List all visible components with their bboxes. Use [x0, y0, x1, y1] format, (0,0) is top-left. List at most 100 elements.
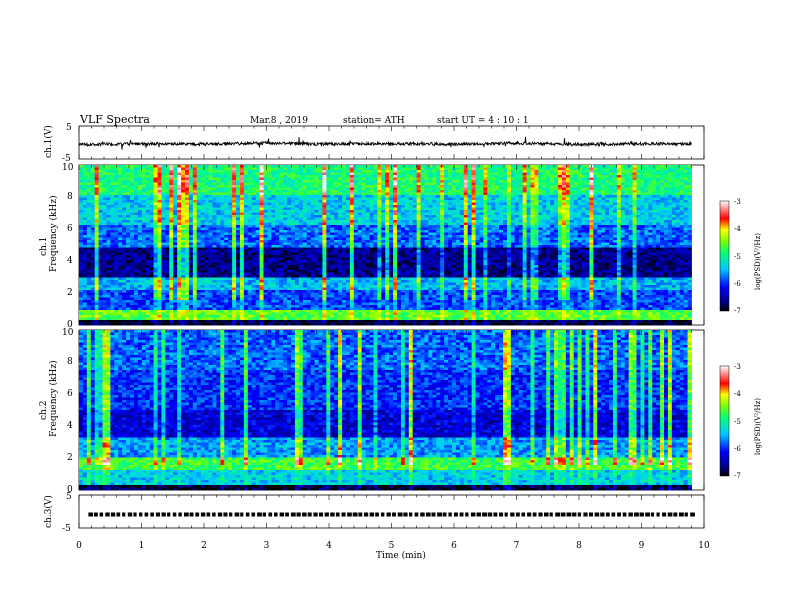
- spectrogram-cell: [291, 222, 296, 226]
- spectrogram-cell: [106, 297, 111, 301]
- spectrogram-cell: [133, 225, 139, 228]
- spectrogram-cell: [161, 227, 166, 231]
- spectrogram-cell: [232, 312, 237, 316]
- spectrogram-cell: [279, 275, 284, 278]
- spectrogram-cell: [200, 192, 206, 196]
- spectrogram-cell: [342, 272, 347, 276]
- spectrogram-cell: [318, 180, 323, 183]
- spectrogram-cell: [357, 305, 363, 308]
- spectrogram-cell: [263, 290, 268, 293]
- spectrogram-cell: [334, 300, 339, 303]
- spectrogram-cell: [314, 190, 319, 193]
- spectrogram-cell: [79, 322, 84, 326]
- spectrogram-cell: [145, 310, 151, 313]
- spectrogram-cell: [185, 175, 190, 178]
- spectrogram-cell: [232, 177, 237, 181]
- spectrogram-cell: [126, 312, 131, 316]
- spectrogram-cell: [236, 230, 241, 233]
- spectrogram-cell: [188, 235, 194, 238]
- spectrogram-cell: [365, 185, 370, 188]
- spectrogram-cell: [247, 220, 253, 223]
- spectrogram-cell: [263, 257, 268, 261]
- spectrogram-cell: [169, 315, 174, 318]
- spectrogram-cell: [310, 240, 315, 243]
- spectrogram-cell: [330, 237, 335, 241]
- spectrogram-cell: [188, 292, 194, 296]
- spectrogram-cell: [314, 270, 319, 273]
- spectrogram-cell: [185, 282, 190, 286]
- spectrogram-cell: [110, 167, 115, 171]
- spectrogram-cell: [330, 257, 335, 261]
- spectrogram-cell: [232, 240, 237, 243]
- spectrogram-cell: [306, 302, 312, 306]
- spectrogram-cell: [267, 210, 272, 213]
- spectrogram-cell: [349, 195, 355, 198]
- spectrogram-cell: [141, 180, 147, 183]
- spectrogram-cell: [145, 235, 151, 238]
- spectrogram-cell: [196, 212, 202, 216]
- spectrogram-cell: [369, 275, 374, 278]
- spectrogram-cell: [239, 267, 245, 271]
- spectrogram-cell: [200, 230, 206, 233]
- spectrogram-cell: [365, 225, 370, 228]
- spectrogram-cell: [181, 307, 186, 311]
- spectrogram-cell: [200, 215, 206, 218]
- spectrogram-cell: [181, 262, 186, 266]
- spectrogram-cell: [149, 215, 154, 218]
- spectrogram-cell: [306, 250, 312, 253]
- spectrogram-cell: [365, 287, 370, 291]
- spectrogram-cell: [106, 255, 111, 258]
- spectrogram-cell: [247, 275, 253, 278]
- spectrogram-cell: [141, 292, 147, 296]
- spectrogram-cell: [98, 262, 103, 266]
- spectrogram-cell: [130, 310, 135, 313]
- spectrogram-cell: [294, 242, 300, 246]
- spectrogram-cell: [114, 202, 119, 206]
- spectrogram-cell: [263, 175, 268, 178]
- spectrogram-cell: [200, 180, 206, 183]
- spectrogram-cell: [149, 230, 154, 233]
- spectrogram-cell: [216, 237, 221, 241]
- spectrogram-cell: [318, 230, 323, 233]
- spectrogram-cell: [232, 195, 237, 198]
- spectrogram-cell: [342, 187, 347, 191]
- spectrogram-cell: [141, 172, 147, 176]
- spectrogram-cell: [130, 195, 135, 198]
- spectrogram-cell: [275, 255, 280, 258]
- spectrogram-cell: [287, 267, 292, 271]
- spectrogram-cell: [228, 290, 233, 293]
- spectrogram-cell: [94, 260, 100, 263]
- spectrogram-cell: [98, 302, 103, 306]
- spectrogram-cell: [247, 292, 253, 296]
- spectrogram-cell: [318, 227, 323, 231]
- spectrogram-cell: [306, 292, 312, 296]
- spectrogram-cell: [133, 317, 139, 321]
- spectrogram-cell: [318, 322, 323, 326]
- spectrogram-cell: [353, 272, 359, 276]
- spectrogram-cell: [291, 267, 296, 271]
- spectrogram-cell: [220, 300, 225, 303]
- spectrogram-cell: [287, 295, 292, 298]
- spectrogram-cell: [373, 177, 378, 181]
- spectrogram-cell: [208, 257, 213, 261]
- spectrogram-cell: [310, 167, 315, 171]
- spectrogram-cell: [287, 242, 292, 246]
- spectrogram-cell: [322, 300, 327, 303]
- spectrogram-cell: [294, 237, 300, 241]
- spectrogram-cell: [169, 220, 174, 223]
- spectrogram-cell: [86, 217, 92, 221]
- spectrogram-cell: [377, 252, 382, 256]
- spectrogram-cell: [216, 165, 221, 168]
- spectrogram-cell: [342, 190, 347, 193]
- spectrogram-cell: [79, 292, 84, 296]
- spectrogram-cell: [212, 205, 217, 208]
- spectrogram-cell: [90, 227, 96, 231]
- spectrogram-cell: [298, 240, 304, 243]
- spectrogram-cell: [90, 310, 96, 313]
- spectrogram-cell: [153, 222, 158, 226]
- spectrogram-cell: [267, 192, 272, 196]
- spectrogram-cell: [342, 167, 347, 171]
- spectrogram-cell: [334, 192, 339, 196]
- spectrogram-cell: [208, 297, 213, 301]
- spectrogram-cell: [141, 182, 147, 186]
